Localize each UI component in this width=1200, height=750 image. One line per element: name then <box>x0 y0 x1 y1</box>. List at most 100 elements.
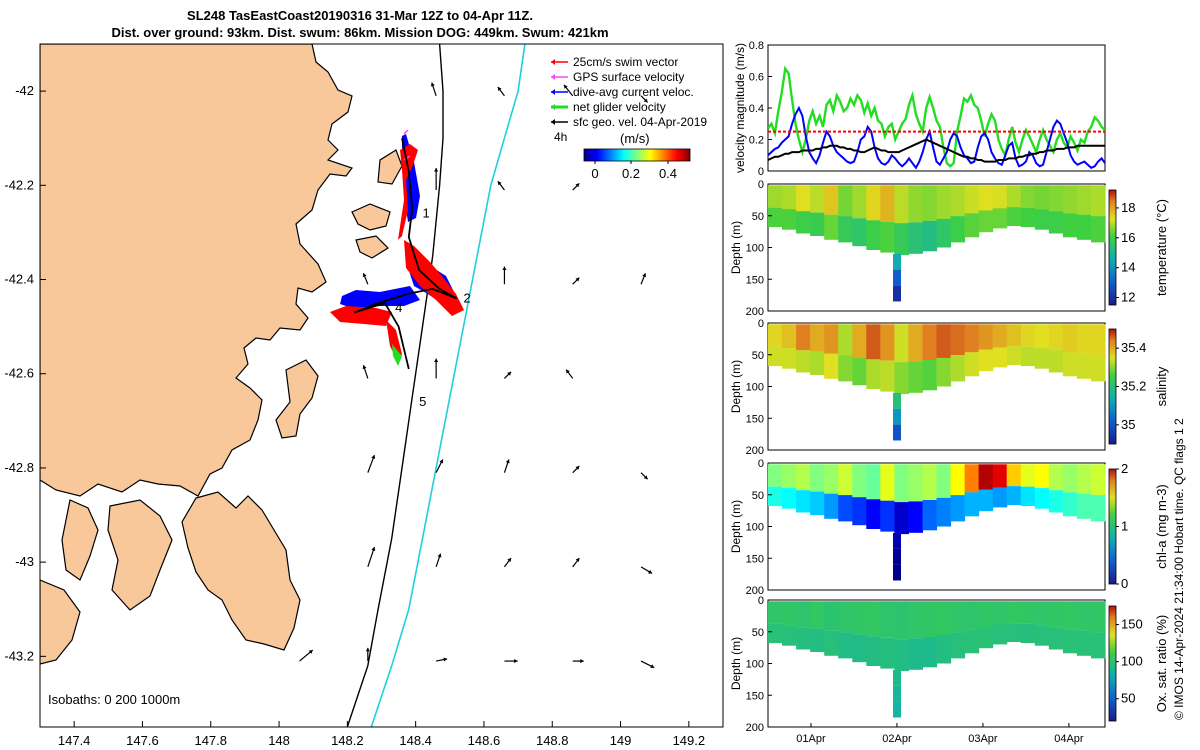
map-y-tick-label: -42 <box>15 83 34 98</box>
section-cell <box>838 464 853 496</box>
section-cell <box>1020 346 1036 367</box>
section-cell <box>866 324 881 360</box>
section-cell <box>1062 629 1078 654</box>
section-colorbar-salinity <box>1108 328 1117 445</box>
section-cell <box>1062 185 1078 214</box>
series-dive-avg-current-veloc- <box>768 105 1105 170</box>
geo-velocity-arrowhead <box>371 547 376 551</box>
velocity-y-label: velocity magnitude (m/s) <box>733 43 747 173</box>
section-cell <box>852 324 867 358</box>
section-cell <box>1091 355 1106 382</box>
section-cell <box>824 353 839 379</box>
section-cell <box>838 495 853 522</box>
section-cell <box>768 464 783 487</box>
section-cell <box>1006 346 1022 365</box>
section-y-tick-label: 150 <box>746 274 764 286</box>
section-y-tick-label: 50 <box>752 211 764 223</box>
section-cell <box>908 501 923 533</box>
section-cell <box>1091 324 1106 356</box>
swim-vector-fan-center <box>404 240 464 316</box>
section-cell <box>838 324 853 356</box>
section-cell <box>1062 464 1078 493</box>
section-cell <box>810 185 825 213</box>
section-cell <box>810 324 825 352</box>
section-y-tick-label: 100 <box>746 243 764 255</box>
section-cell <box>796 350 811 373</box>
section-colorbar-chla <box>1108 468 1117 585</box>
colorbar-tick-label: 35.2 <box>1121 379 1146 394</box>
map-x-tick-label: 147.8 <box>194 733 227 748</box>
section-y-tick-label: 50 <box>752 350 764 362</box>
section-cell <box>950 632 966 659</box>
section-panel-salinity: 0 50 100 150 200 Depth (m) 35 35.2 35.4 salinity <box>729 318 1169 457</box>
net-glider-fan-south <box>392 344 402 366</box>
speed-colorbar <box>583 148 691 162</box>
isobaths-legend: Isobaths: 0 200 1000m <box>46 690 216 708</box>
section-y-tick-label: 150 <box>746 690 764 702</box>
glider-track <box>353 138 458 370</box>
section-cell <box>992 347 1008 368</box>
section-y-tick-label: 200 <box>746 585 764 597</box>
legend-arrowhead <box>551 59 555 65</box>
section-cell <box>978 601 994 627</box>
south-arm <box>107 499 173 611</box>
dive-avg-current-fan-west <box>340 286 420 308</box>
section-cell <box>866 601 881 637</box>
velocity-y-tick-label: 0.8 <box>749 40 764 52</box>
section-cell <box>964 492 980 517</box>
section-cell <box>838 632 853 659</box>
section-cell <box>936 497 952 527</box>
section-cell <box>964 629 980 654</box>
section-cell <box>894 639 909 672</box>
section-cell <box>1048 627 1064 650</box>
section-cell <box>894 464 909 503</box>
imos-credit: © IMOS 14-Apr-2024 21:34:00 Hobart time.… <box>1172 418 1186 720</box>
colorbar-tick-label: 100 <box>1121 654 1143 669</box>
section-cell <box>880 185 895 222</box>
gps-velocity-marks <box>403 129 411 161</box>
isobaths <box>346 44 526 727</box>
section-cell <box>768 623 783 644</box>
land-mass <box>40 44 403 665</box>
colorbar-tick-label: 1 <box>1121 519 1128 534</box>
section-cell <box>992 208 1008 229</box>
section-spike-cell <box>893 701 901 718</box>
geo-velocity-arrowhead <box>650 664 655 668</box>
map-x-tick-label: 149.2 <box>673 733 706 748</box>
section-cell <box>1091 185 1106 217</box>
map-frame <box>39 43 724 728</box>
section-y-tick-label: 50 <box>752 490 764 502</box>
geo-velocity-vectors <box>299 82 655 669</box>
section-cell <box>1020 207 1036 228</box>
section-y-tick-label: 150 <box>746 413 764 425</box>
speed-colorbar-tick-label: 0 <box>591 166 598 181</box>
section-cell <box>1076 630 1092 656</box>
section-cell <box>880 221 895 253</box>
section-cell <box>782 185 797 210</box>
section-cell <box>866 636 881 666</box>
velocity-y-tick-label: 0 <box>758 166 764 178</box>
geo-velocity-arrowhead <box>575 183 580 188</box>
colorbar-tick-label: 18 <box>1121 200 1135 215</box>
geo-velocity-arrowhead <box>575 558 580 563</box>
section-y-tick-label: 50 <box>752 627 764 639</box>
time-tick-label: 01Apr <box>796 733 826 745</box>
isobath-200m <box>346 44 444 727</box>
section-cell <box>824 185 839 215</box>
colorbar-label: chl-a (mg m-3) <box>1154 484 1169 569</box>
section-cell <box>908 361 923 393</box>
colorbar-tick-label: 12 <box>1121 290 1135 305</box>
section-cell <box>1048 324 1064 351</box>
map-x-tick-label: 147.6 <box>126 733 159 748</box>
section-cell <box>782 625 797 646</box>
section-cell <box>1091 216 1106 243</box>
section-cell <box>1020 464 1036 487</box>
section-cell <box>1006 486 1022 505</box>
section-cell <box>1020 623 1036 644</box>
geo-velocity-arrowhead <box>643 475 648 480</box>
time-step-label: 4h <box>554 130 567 144</box>
isobaths-legend-box <box>46 690 216 708</box>
glider-velocity-fans <box>330 129 464 366</box>
map-y-tick-label: -43.2 <box>4 648 34 663</box>
section-spike-cell <box>893 685 901 702</box>
